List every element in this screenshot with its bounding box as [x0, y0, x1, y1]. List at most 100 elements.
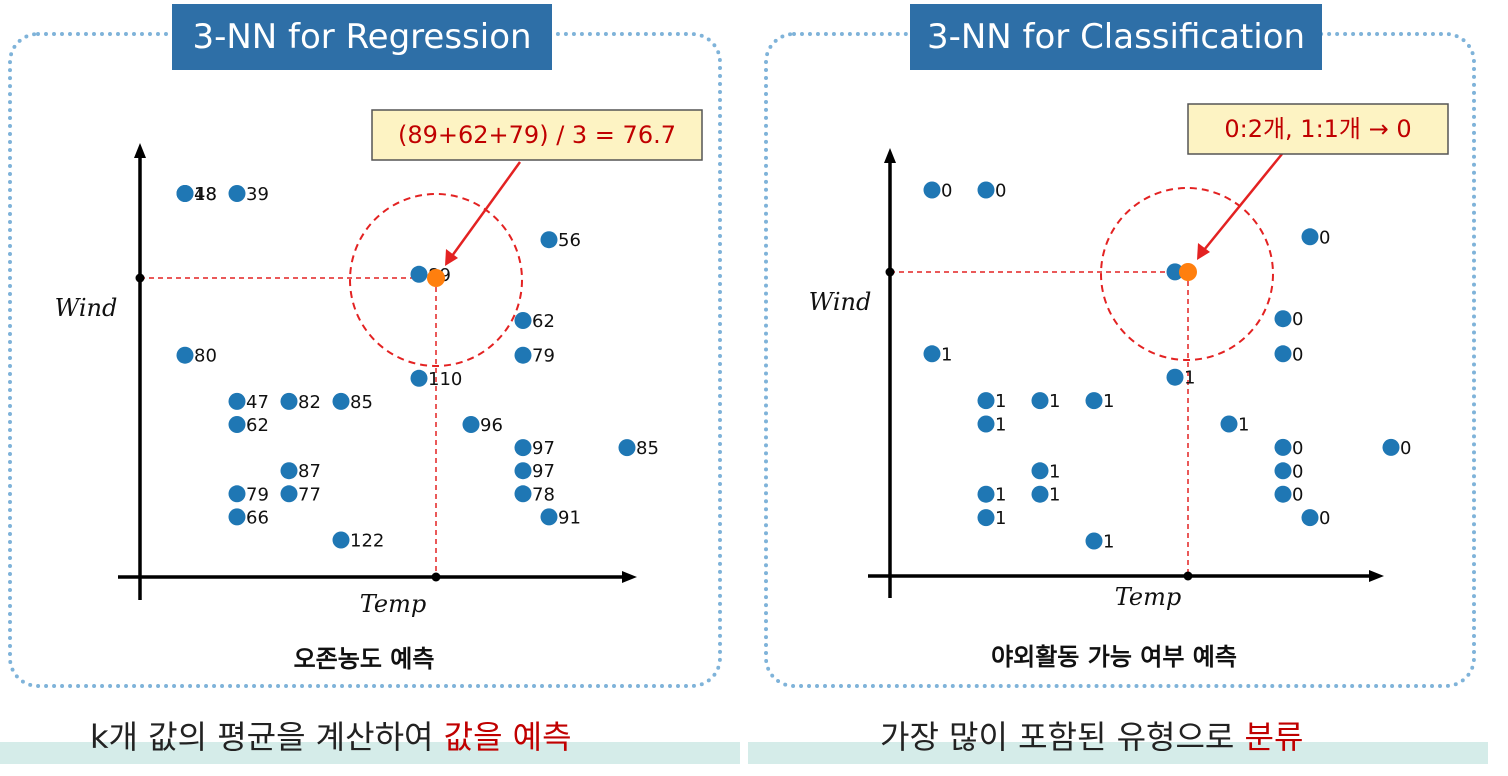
data-point-label: 0	[1292, 309, 1303, 330]
calc-text: (89+62+79) / 3 = 76.7	[398, 121, 676, 149]
data-point	[228, 508, 246, 526]
data-point-label: 1	[1049, 485, 1060, 506]
data-point-label: 0	[1292, 344, 1303, 365]
data-point-label: 0	[1292, 485, 1303, 506]
data-point-label: 110	[428, 369, 462, 390]
data-point	[1085, 392, 1103, 410]
data-point	[1274, 345, 1292, 363]
data-point	[977, 509, 995, 527]
data-point	[1301, 228, 1319, 246]
data-point-label: 62	[246, 415, 269, 436]
data-point	[1166, 368, 1184, 386]
classification-subtitle-text: 가장 많이 포함된 유형으로	[880, 718, 1245, 756]
data-point	[923, 345, 941, 363]
calc-arrow	[450, 161, 522, 257]
data-point	[280, 392, 298, 410]
data-point-label: 97	[532, 461, 555, 482]
regression-subtitle-text: k개 값의 평균을 계산하여	[90, 718, 444, 756]
calc-box	[1187, 103, 1449, 155]
data-point-label: 77	[298, 484, 321, 505]
data-point-label: 97	[532, 438, 555, 459]
data-point-label: 0	[1319, 227, 1330, 248]
data-point	[228, 485, 246, 503]
data-point	[1274, 438, 1292, 456]
data-point-label: 1	[1103, 391, 1114, 412]
calc-text: 0:2개, 1:1개 → 0	[1224, 115, 1411, 143]
data-point-label: 1	[995, 415, 1006, 436]
query-point	[1179, 263, 1197, 281]
classification-subtitle: 가장 많이 포함된 유형으로 분류	[880, 712, 1303, 758]
wind-axis-marker	[885, 267, 895, 277]
data-point-label: 1	[1049, 461, 1060, 482]
classification-plot: 00010101111110010110101 0:2개, 1:1개 → 0 W…	[809, 103, 1449, 671]
data-point	[410, 369, 428, 387]
data-point	[1274, 485, 1292, 503]
data-point-label: 62	[532, 311, 555, 332]
classification-subtitle-highlight: 분류	[1244, 718, 1304, 756]
data-point-label: 1	[995, 508, 1006, 529]
data-point-label: 48	[194, 184, 217, 205]
calc-arrow	[1203, 153, 1283, 251]
y-axis-label: Wind	[809, 288, 872, 316]
data-point	[332, 392, 350, 410]
bottom-strip-left	[0, 742, 740, 764]
x-axis-arrow-icon	[1369, 570, 1384, 582]
data-point-label: 87	[298, 461, 321, 482]
data-point	[410, 265, 428, 283]
data-point	[228, 416, 246, 433]
data-point-label: 18	[194, 184, 217, 205]
data-point	[1031, 485, 1049, 503]
data-point	[977, 485, 995, 503]
data-point	[618, 439, 636, 457]
data-point	[228, 392, 246, 410]
data-point-label: 66	[246, 507, 269, 528]
data-point-label: 80	[194, 346, 217, 367]
data-point-label: 79	[246, 484, 269, 505]
regression-caption: 오존농도 예측	[294, 645, 435, 673]
y-axis-label: Wind	[55, 294, 118, 322]
data-point	[228, 185, 246, 202]
neighborhood-circle	[349, 193, 523, 367]
data-point	[1031, 462, 1049, 480]
calc-box	[371, 109, 703, 161]
data-point-label: 1	[1049, 391, 1060, 412]
data-point	[176, 346, 194, 364]
data-point	[176, 185, 194, 202]
data-point-label: 1	[995, 485, 1006, 506]
regression-plot: 4818395689628079110478285629697858797797…	[55, 109, 703, 673]
data-point-label: 0	[1292, 461, 1303, 482]
neighborhood-circle	[1100, 187, 1274, 361]
data-point-label: 78	[532, 484, 555, 505]
y-axis-arrow-icon	[134, 143, 146, 158]
data-point	[514, 312, 532, 329]
y-axis-arrow-icon	[884, 148, 896, 163]
data-point-label: 82	[298, 392, 321, 413]
x-axis-arrow-icon	[622, 571, 637, 583]
data-point	[1274, 310, 1292, 328]
x-axis-label: Temp	[360, 590, 426, 618]
data-point-label: 85	[636, 438, 659, 459]
regression-subtitle: k개 값의 평균을 계산하여 값을 예측	[90, 712, 572, 758]
data-point	[540, 508, 558, 526]
data-point	[1382, 438, 1400, 456]
data-point	[1166, 263, 1184, 281]
classification-caption: 야외활동 가능 여부 예측	[991, 643, 1237, 671]
data-point	[1085, 532, 1103, 550]
data-point-label: 1	[995, 391, 1006, 412]
regression-subtitle-highlight: 값을 예측	[443, 718, 572, 756]
data-point	[514, 346, 532, 364]
classification-title: 3-NN for Classification	[910, 4, 1322, 70]
data-point	[923, 181, 941, 199]
data-point	[977, 392, 995, 410]
x-axis-label: Temp	[1115, 583, 1181, 611]
data-point	[1274, 462, 1292, 480]
data-point-label: 0	[941, 181, 952, 202]
data-point-label: 122	[350, 531, 384, 552]
data-point-label: 0	[1319, 508, 1330, 529]
data-point	[1031, 392, 1049, 410]
data-point	[540, 231, 558, 249]
data-point-label: 39	[246, 184, 269, 205]
temp-axis-marker	[431, 572, 441, 582]
data-point	[462, 416, 480, 433]
data-point	[977, 181, 995, 199]
